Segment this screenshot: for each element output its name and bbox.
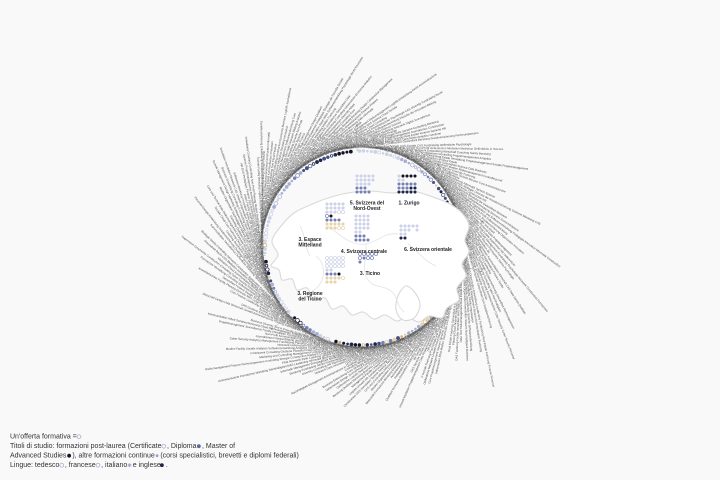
svg-text:Nord-Ovest: Nord-Ovest — [353, 206, 381, 212]
svg-text:, Diploma: , Diploma — [167, 443, 197, 450]
svg-text:6. Svizzera orientale: 6. Svizzera orientale — [404, 247, 452, 253]
svg-text:), altre formazioni continue: ), altre formazioni continue — [72, 453, 155, 460]
svg-text:4. Svizzera centrale: 4. Svizzera centrale — [341, 249, 387, 255]
svg-text:(corsi specialistici, brevetti: (corsi specialistici, brevetti e diplomi… — [160, 453, 299, 460]
svg-text:, francese: , francese — [65, 462, 96, 469]
svg-text:del Ticino: del Ticino — [298, 297, 321, 303]
svg-text:Lingue: tedesco: Lingue: tedesco — [10, 462, 60, 469]
svg-text:, Master of: , Master of — [202, 443, 235, 450]
svg-text:1. Zurigo: 1. Zurigo — [398, 201, 419, 207]
svg-text:3. Ticino: 3. Ticino — [360, 271, 380, 277]
svg-text:.: . — [166, 462, 168, 469]
svg-text:, italiano: , italiano — [101, 462, 127, 469]
svg-text:Mittelland: Mittelland — [298, 243, 321, 249]
svg-text:e inglese: e inglese — [133, 462, 161, 469]
svg-text:Un'offerta formativa =: Un'offerta formativa = — [10, 434, 77, 441]
svg-text:Advanced Studies: Advanced Studies — [10, 453, 67, 460]
svg-text:Titoli di studio: formazioni p: Titoli di studio: formazioni post-laurea… — [10, 443, 162, 450]
